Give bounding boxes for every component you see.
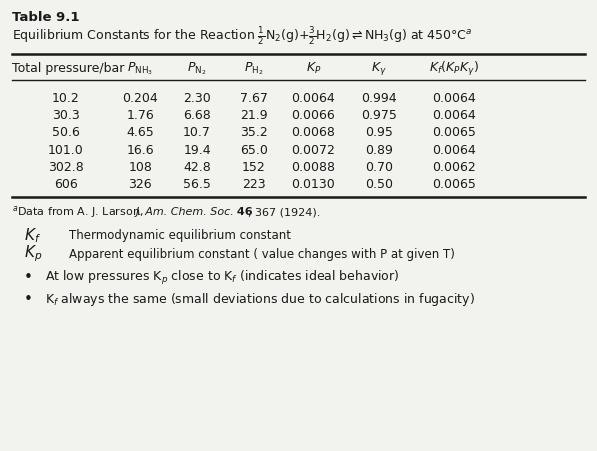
Text: 56.5: 56.5 <box>183 178 211 190</box>
Text: 0.0088: 0.0088 <box>291 161 336 173</box>
Text: 326: 326 <box>128 178 152 190</box>
Text: 10.2: 10.2 <box>52 92 79 105</box>
Text: 16.6: 16.6 <box>127 143 154 156</box>
Text: 0.95: 0.95 <box>365 126 393 139</box>
Text: 0.0065: 0.0065 <box>432 178 476 190</box>
Text: Apparent equilibrium constant ( value changes with P at given T): Apparent equilibrium constant ( value ch… <box>69 247 454 260</box>
Text: 7.67: 7.67 <box>240 92 267 105</box>
Text: J. Am. Chem. Soc.: J. Am. Chem. Soc. <box>136 207 235 217</box>
Text: 302.8: 302.8 <box>48 161 84 173</box>
Text: 0.0072: 0.0072 <box>291 143 336 156</box>
Text: 0.0065: 0.0065 <box>432 126 476 139</box>
Text: 101.0: 101.0 <box>48 143 84 156</box>
Text: 65.0: 65.0 <box>240 143 267 156</box>
Text: $K_{\gamma}$: $K_{\gamma}$ <box>371 60 387 77</box>
Text: Total pressure/bar: Total pressure/bar <box>12 62 124 75</box>
Text: $P_{\mathrm{NH_3}}$: $P_{\mathrm{NH_3}}$ <box>127 60 153 77</box>
Text: Thermodynamic equilibrium constant: Thermodynamic equilibrium constant <box>69 229 291 242</box>
Text: •: • <box>24 291 33 306</box>
Text: 0.0066: 0.0066 <box>291 109 336 122</box>
Text: 21.9: 21.9 <box>240 109 267 122</box>
Text: $K_f$: $K_f$ <box>24 226 41 245</box>
Text: $K_p$: $K_p$ <box>24 243 42 264</box>
Text: 0.204: 0.204 <box>122 92 158 105</box>
Text: 6.68: 6.68 <box>183 109 211 122</box>
Text: Table 9.1: Table 9.1 <box>12 11 79 23</box>
Text: 35.2: 35.2 <box>240 126 267 139</box>
Text: 0.50: 0.50 <box>365 178 393 190</box>
Text: 0.975: 0.975 <box>361 109 397 122</box>
Text: 42.8: 42.8 <box>183 161 211 173</box>
Text: 0.0068: 0.0068 <box>291 126 336 139</box>
Text: 108: 108 <box>128 161 152 173</box>
Text: 46: 46 <box>233 207 253 217</box>
Text: K$_f$ always the same (small deviations due to calculations in fugacity): K$_f$ always the same (small deviations … <box>45 290 475 307</box>
Text: 10.7: 10.7 <box>183 126 211 139</box>
Text: 2.30: 2.30 <box>183 92 211 105</box>
Text: 0.0064: 0.0064 <box>291 92 336 105</box>
Text: 4.65: 4.65 <box>127 126 154 139</box>
Text: At low pressures K$_p$ close to K$_f$ (indicates ideal behavior): At low pressures K$_p$ close to K$_f$ (i… <box>45 268 399 286</box>
Text: •: • <box>24 270 33 285</box>
Text: $^a$Data from A. J. Larson,: $^a$Data from A. J. Larson, <box>12 204 144 220</box>
Text: 0.70: 0.70 <box>365 161 393 173</box>
Text: $K_f(K_PK_{\gamma})$: $K_f(K_PK_{\gamma})$ <box>429 60 479 78</box>
Text: 0.89: 0.89 <box>365 143 393 156</box>
Text: 223: 223 <box>242 178 266 190</box>
Text: $P_{\mathrm{N_2}}$: $P_{\mathrm{N_2}}$ <box>187 60 207 77</box>
Text: 1.76: 1.76 <box>127 109 154 122</box>
Text: 19.4: 19.4 <box>183 143 211 156</box>
Text: 0.0064: 0.0064 <box>432 143 476 156</box>
Text: 0.0130: 0.0130 <box>291 178 336 190</box>
Text: 0.0062: 0.0062 <box>432 161 476 173</box>
Text: Equilibrium Constants for the Reaction $\frac{1}{2}$N$_2$(g)+$\frac{3}{2}$H$_2$(: Equilibrium Constants for the Reaction $… <box>12 25 472 47</box>
Text: $P_{\mathrm{H_2}}$: $P_{\mathrm{H_2}}$ <box>244 60 263 77</box>
Text: $K_P$: $K_P$ <box>306 61 321 76</box>
Text: 0.0064: 0.0064 <box>432 92 476 105</box>
Text: 0.0064: 0.0064 <box>432 109 476 122</box>
Text: 606: 606 <box>54 178 78 190</box>
Text: 50.6: 50.6 <box>52 126 79 139</box>
Text: , 367 (1924).: , 367 (1924). <box>248 207 320 217</box>
Text: 0.994: 0.994 <box>361 92 397 105</box>
Text: 152: 152 <box>242 161 266 173</box>
Text: 30.3: 30.3 <box>52 109 79 122</box>
